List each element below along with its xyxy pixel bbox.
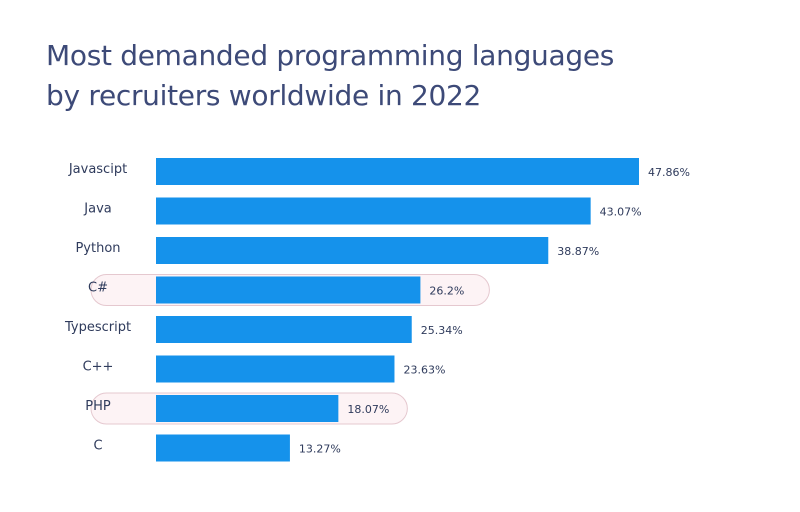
value-label-c-sharp: 26.2% [429,285,464,298]
bar-java [156,197,591,225]
category-label-c: C [93,439,102,454]
bar-javascipt [156,158,639,185]
value-label-c-plus-plus: 23.63% [403,364,445,377]
value-label-javascipt: 47.86% [648,166,690,179]
bar-c-sharp [156,276,421,304]
value-label-java: 43.07% [600,206,642,219]
value-label-typescript: 25.34% [421,324,463,337]
chart-title: Most demanded programming languages by r… [46,36,614,116]
category-label-javascipt: Javascipt [68,162,127,177]
bar-python [156,237,549,264]
value-label-python: 38.87% [557,245,599,258]
bar-c-plus-plus [156,355,395,383]
value-label-php: 18.07% [347,403,389,416]
category-label-python: Python [75,241,120,256]
bar-c [156,434,290,462]
category-label-php: PHP [85,399,111,414]
category-label-c-sharp: C# [88,281,108,296]
category-label-java: Java [83,202,111,217]
bar-php [156,395,339,422]
category-label-typescript: Typescript [64,320,131,335]
chart-title-line-2: by recruiters worldwide in 2022 [46,79,482,112]
value-label-c: 13.27% [299,443,341,456]
bar-typescript [156,316,412,343]
category-label-c-plus-plus: C++ [83,360,114,375]
chart-title-line-1: Most demanded programming languages [46,39,615,72]
